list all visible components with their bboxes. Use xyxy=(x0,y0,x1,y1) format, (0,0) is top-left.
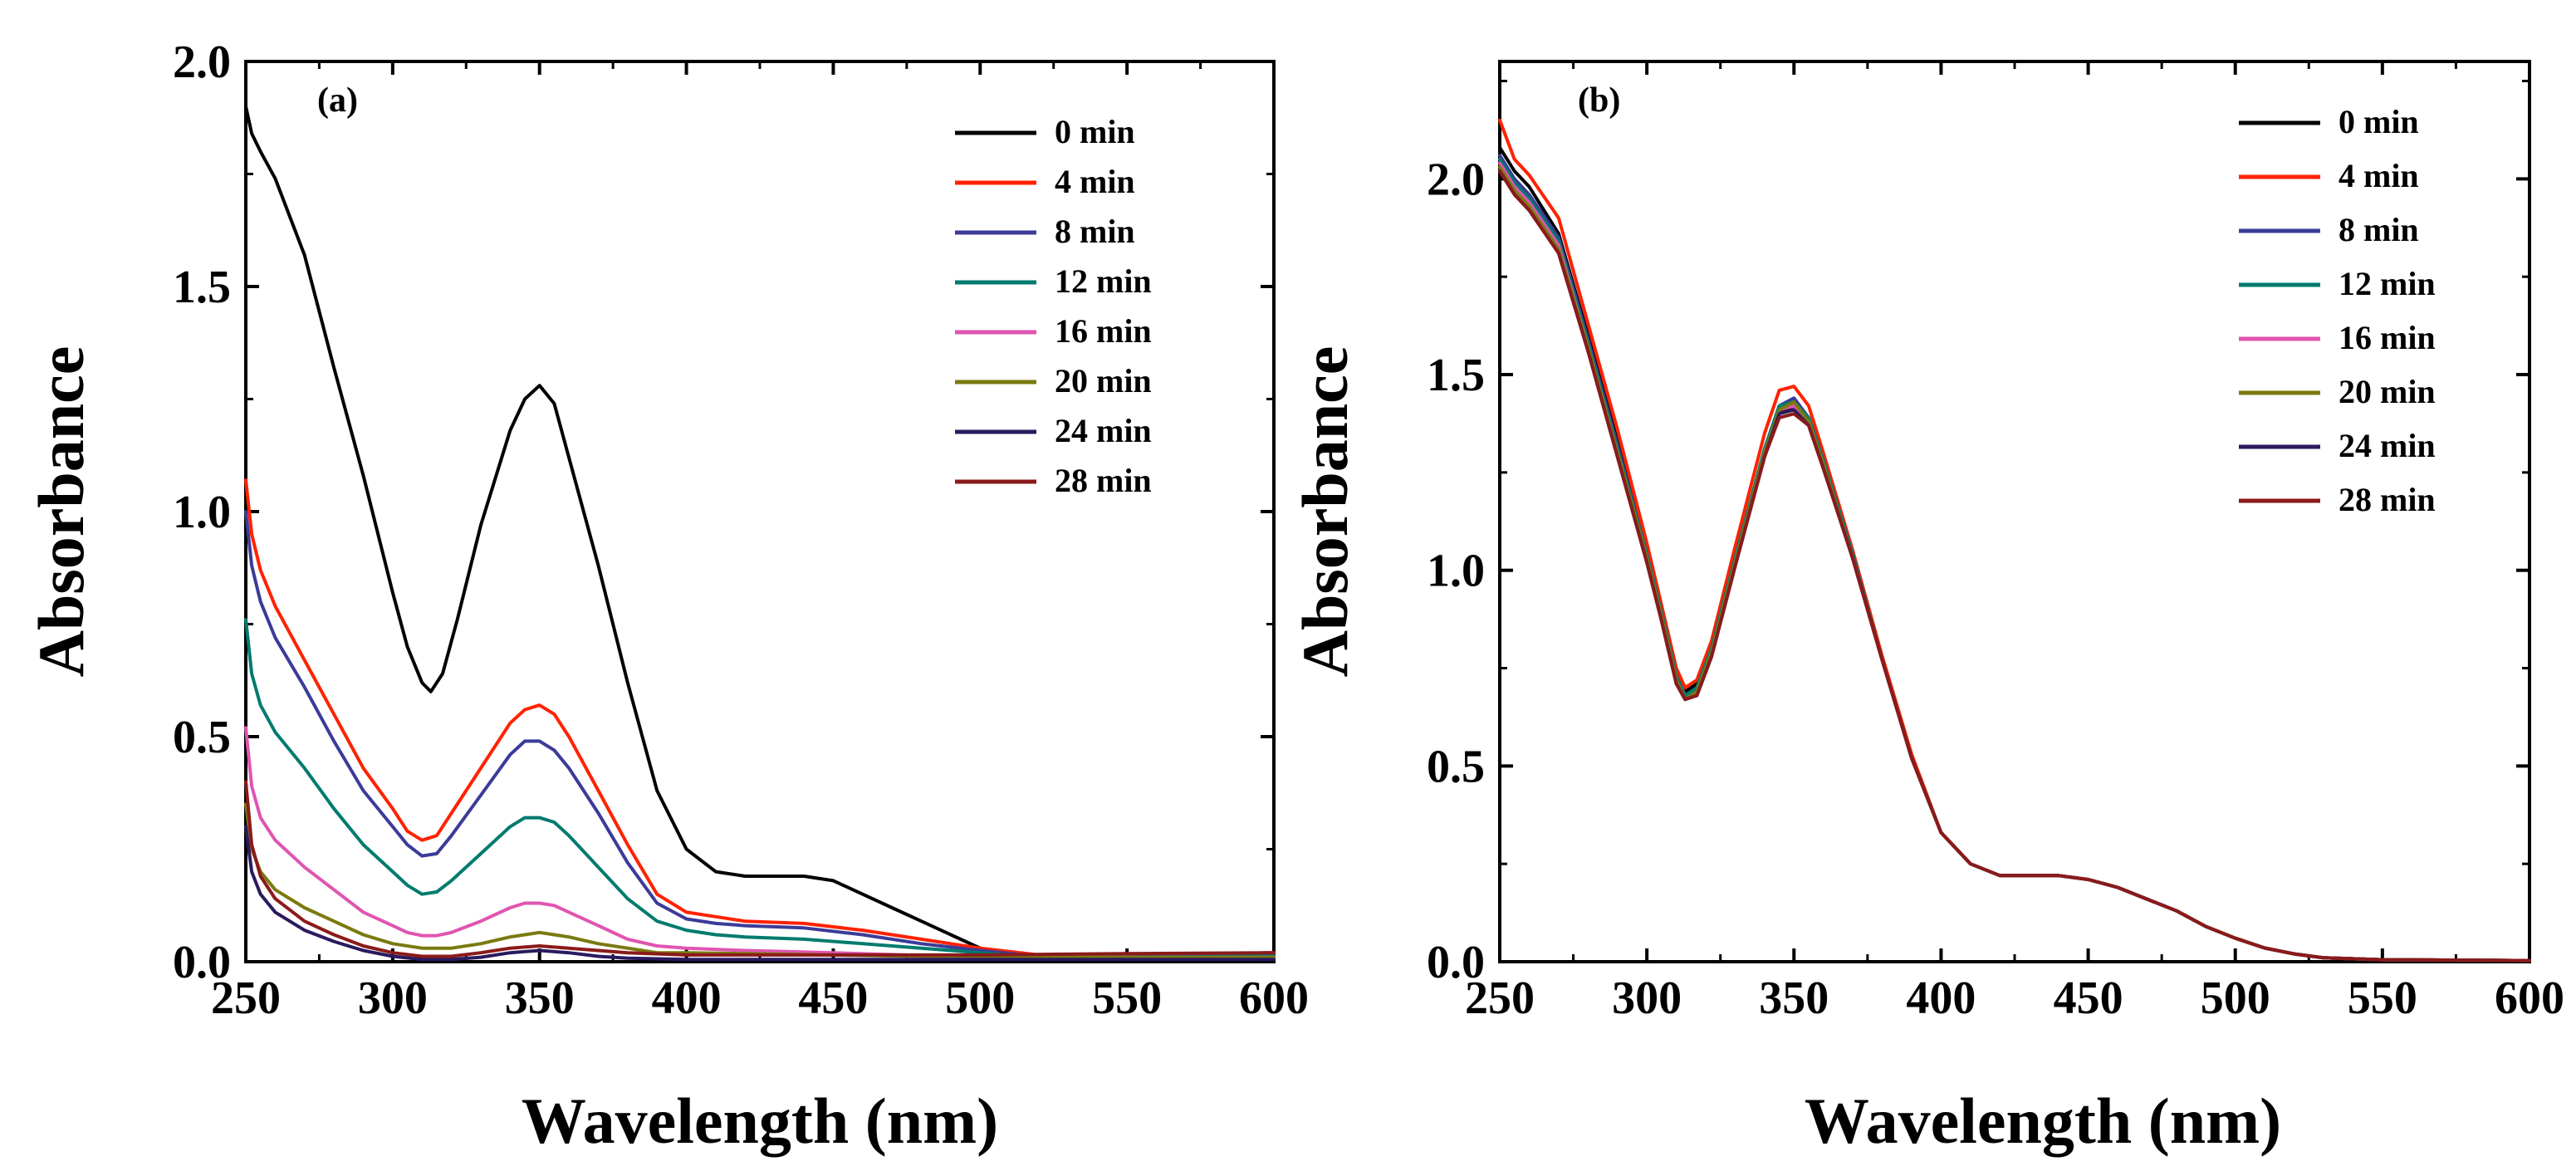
y-axis-title: Absorbance xyxy=(25,346,97,678)
axis-ticks xyxy=(1498,61,2531,963)
series-lines xyxy=(244,105,1276,962)
x-tick-label: 450 xyxy=(798,973,868,1024)
x-tick-label: 300 xyxy=(1612,973,1682,1024)
x-tick-label: 250 xyxy=(1465,973,1535,1024)
panel-label: (a) xyxy=(317,81,358,120)
legend-label: 0 min xyxy=(2338,103,2419,140)
legend-label: 8 min xyxy=(2338,211,2419,248)
series-line-12-min xyxy=(244,618,1276,959)
legend-label: 28 min xyxy=(2338,481,2436,518)
series-line-16-min xyxy=(244,726,1276,959)
series-line-8-min xyxy=(244,510,1276,958)
legend-label: 8 min xyxy=(1055,213,1135,250)
legend-label: 20 min xyxy=(1055,362,1152,399)
series-line-28-min xyxy=(1498,169,2531,963)
panel-b: 250 300 350 400 450 500 550 600 0.0 0.5 1.0 1.5 2.0… xyxy=(1289,60,2564,1157)
panel-label: (b) xyxy=(1578,81,1620,120)
y-tick-label: 1.0 xyxy=(173,487,231,538)
x-tick-label: 400 xyxy=(1906,973,1976,1024)
x-tick-label: 600 xyxy=(2495,973,2564,1024)
x-tick-label: 350 xyxy=(1759,973,1829,1024)
series-line-4-min xyxy=(244,478,1276,957)
y-tick-label: 0.0 xyxy=(1427,937,1485,988)
x-tick-label: 450 xyxy=(2054,973,2123,1024)
x-tick-label: 350 xyxy=(505,973,575,1024)
series-line-28-min xyxy=(244,780,1276,958)
series-lines xyxy=(1498,118,2531,963)
x-tick-label: 500 xyxy=(2201,973,2270,1024)
y-tick-label: 2.0 xyxy=(173,37,231,88)
x-axis-title: Wavelength (nm) xyxy=(522,1085,998,1157)
x-tick-label: 250 xyxy=(211,973,281,1024)
legend-label: 24 min xyxy=(2338,427,2436,464)
legend-label: 20 min xyxy=(2338,373,2436,410)
y-tick-labels: 0.0 0.5 1.0 1.5 2.0 xyxy=(1427,154,1485,988)
legend-label: 24 min xyxy=(1055,412,1152,449)
series-line-0-min xyxy=(244,105,1276,959)
y-tick-label: 1.0 xyxy=(1427,546,1485,597)
x-tick-label: 400 xyxy=(652,973,722,1024)
series-line-24-min xyxy=(244,825,1276,962)
x-tick-label: 550 xyxy=(1092,973,1162,1024)
legend-label: 4 min xyxy=(2338,157,2419,194)
legend-label: 0 min xyxy=(1055,113,1135,150)
x-tick-labels: 250 300 350 400 450 500 550 600 xyxy=(211,973,1309,1024)
x-tick-label: 300 xyxy=(358,973,428,1024)
y-tick-label: 1.5 xyxy=(1427,350,1485,401)
series-line-20-min xyxy=(244,802,1276,959)
x-tick-label: 550 xyxy=(2348,973,2417,1024)
y-tick-label: 0.5 xyxy=(1427,741,1485,792)
x-tick-label: 500 xyxy=(945,973,1015,1024)
legend: 0 min 4 min 8 min 12 min 16 min 20 min 24 min 2… xyxy=(2239,103,2436,518)
y-tick-label: 1.5 xyxy=(173,262,231,313)
legend-label: 16 min xyxy=(1055,312,1152,350)
legend-label: 12 min xyxy=(1055,262,1152,300)
y-tick-labels: 0.0 0.5 1.0 1.5 2.0 xyxy=(173,37,231,988)
x-tick-label: 600 xyxy=(1239,973,1309,1024)
legend-label: 28 min xyxy=(1055,462,1152,499)
y-axis-title: Absorbance xyxy=(1289,346,1361,678)
panel-a: 250 300 350 400 450 500 550 600 0.0 0.5 1.0 1.5 2.0… xyxy=(25,37,1309,1157)
y-tick-label: 2.0 xyxy=(1427,154,1485,205)
x-axis-title: Wavelength (nm) xyxy=(1805,1085,2281,1157)
legend: 0 min 4 min 8 min 12 min 16 min 20 min 24 min 2… xyxy=(955,113,1152,499)
legend-label: 16 min xyxy=(2338,319,2436,356)
y-tick-label: 0.0 xyxy=(173,937,231,988)
x-tick-labels: 250 300 350 400 450 500 550 600 xyxy=(1465,973,2564,1024)
legend-label: 4 min xyxy=(1055,163,1135,200)
legend-label: 12 min xyxy=(2338,265,2436,302)
y-tick-label: 0.5 xyxy=(173,712,231,763)
